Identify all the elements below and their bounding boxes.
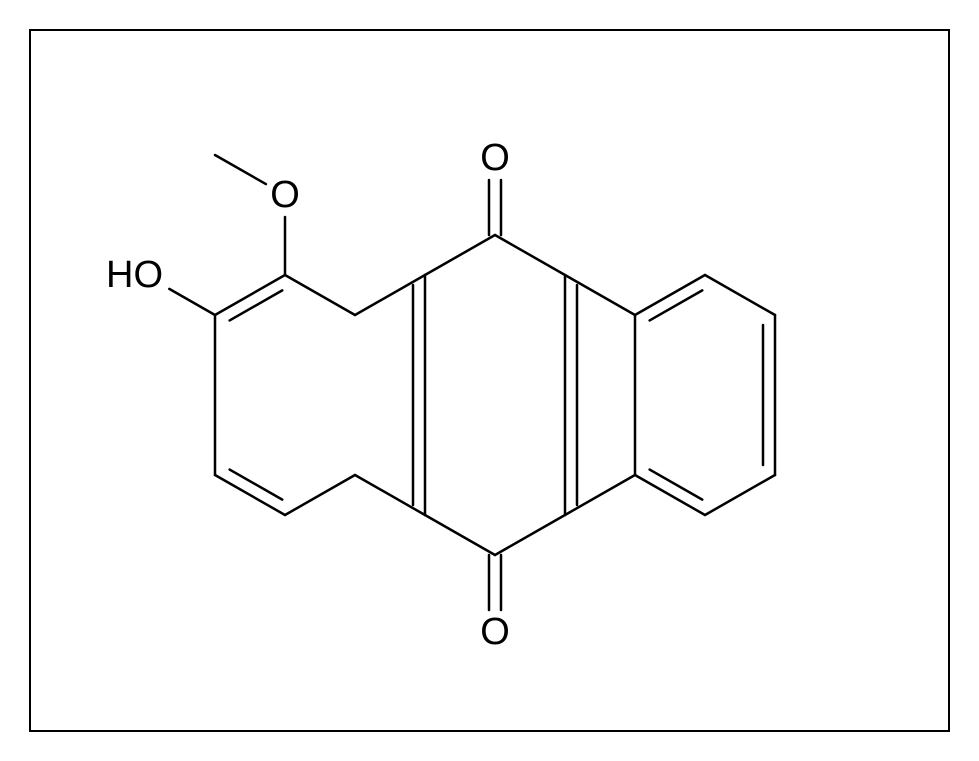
bond (169, 289, 215, 315)
bond (565, 275, 635, 315)
atom-label-O20: O (270, 174, 300, 216)
bond (650, 290, 703, 320)
bond (355, 275, 425, 315)
atom-label-O23: O (480, 137, 510, 179)
bond (565, 475, 635, 515)
atom-label-O22: O (480, 611, 510, 653)
atom-label-O19: HO (106, 254, 163, 296)
bond (705, 475, 775, 515)
bond (425, 235, 495, 275)
bond (425, 515, 495, 555)
bonds-layer (169, 155, 775, 610)
bond (495, 515, 565, 555)
bond (230, 290, 283, 320)
bond (355, 475, 425, 515)
bond (495, 235, 565, 275)
bond (215, 155, 266, 184)
bond (230, 470, 283, 500)
labels-layer: HO O O O (106, 137, 510, 653)
bond (285, 275, 355, 315)
bond (705, 275, 775, 315)
bond (650, 470, 703, 500)
bond (285, 475, 355, 515)
molecule-structure: HO O O O (0, 0, 979, 761)
